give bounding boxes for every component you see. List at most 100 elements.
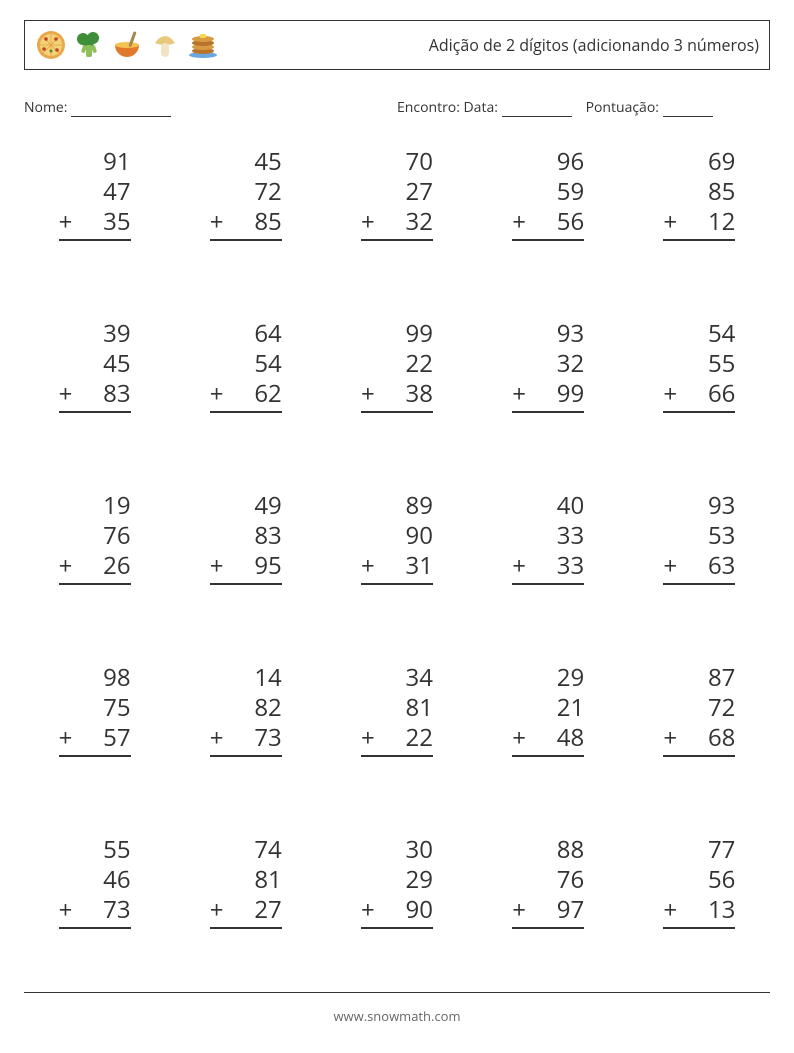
problem: 9353+63 <box>629 491 770 613</box>
problem: 5546+73 <box>24 835 165 957</box>
operator: + <box>512 551 532 581</box>
answer-blank[interactable] <box>663 239 735 269</box>
operator: + <box>663 207 683 237</box>
problem: 3481+22 <box>326 663 467 785</box>
score-field: Pontuação: <box>586 98 713 117</box>
addend-c: 26 <box>79 551 131 581</box>
score-label: Pontuação: <box>586 98 659 117</box>
answer-blank[interactable] <box>59 411 131 441</box>
addend-c: 90 <box>381 895 433 925</box>
addend-b: 55 <box>683 349 735 379</box>
operator: + <box>210 551 230 581</box>
answer-blank[interactable] <box>663 411 735 441</box>
problem: 3029+90 <box>326 835 467 957</box>
problem: 8990+31 <box>326 491 467 613</box>
operator: + <box>59 379 79 409</box>
answer-blank[interactable] <box>210 927 282 957</box>
answer-blank[interactable] <box>361 239 433 269</box>
problem: 7027+32 <box>326 147 467 269</box>
date-blank[interactable] <box>502 102 572 117</box>
problem: 5455+66 <box>629 319 770 441</box>
operator: + <box>59 207 79 237</box>
footer-line <box>24 992 770 993</box>
answer-blank[interactable] <box>59 755 131 785</box>
answer-blank[interactable] <box>210 239 282 269</box>
answer-blank[interactable] <box>361 583 433 613</box>
addend-c: 99 <box>532 379 584 409</box>
addend-a: 93 <box>683 491 735 521</box>
addend-c: 95 <box>230 551 282 581</box>
addend-b: 56 <box>683 865 735 895</box>
answer-blank[interactable] <box>663 755 735 785</box>
operator: + <box>210 379 230 409</box>
problem: 1482+73 <box>175 663 316 785</box>
addend-b: 81 <box>381 693 433 723</box>
answer-blank[interactable] <box>512 755 584 785</box>
answer-blank[interactable] <box>210 755 282 785</box>
addend-a: 91 <box>79 147 131 177</box>
addend-c: 83 <box>79 379 131 409</box>
answer-blank[interactable] <box>59 239 131 269</box>
problem: 9147+35 <box>24 147 165 269</box>
answer-blank[interactable] <box>663 927 735 957</box>
problem: 3945+83 <box>24 319 165 441</box>
pizza-icon <box>35 29 67 61</box>
addend-c: 35 <box>79 207 131 237</box>
score-blank[interactable] <box>663 102 713 117</box>
addend-b: 32 <box>532 349 584 379</box>
answer-blank[interactable] <box>59 583 131 613</box>
addend-a: 89 <box>381 491 433 521</box>
answer-blank[interactable] <box>512 411 584 441</box>
addend-a: 70 <box>381 147 433 177</box>
addend-c: 68 <box>683 723 735 753</box>
problem: 8876+97 <box>478 835 619 957</box>
answer-blank[interactable] <box>210 583 282 613</box>
addend-b: 21 <box>532 693 584 723</box>
answer-blank[interactable] <box>361 411 433 441</box>
answer-blank[interactable] <box>512 239 584 269</box>
worksheet-page: Adição de 2 dígitos (adicionando 3 númer… <box>0 0 794 1053</box>
addend-c: 13 <box>683 895 735 925</box>
addend-a: 19 <box>79 491 131 521</box>
worksheet-title: Adição de 2 dígitos (adicionando 3 númer… <box>429 34 759 56</box>
addend-c: 33 <box>532 551 584 581</box>
problem: 6454+62 <box>175 319 316 441</box>
answer-blank[interactable] <box>361 755 433 785</box>
addend-a: 29 <box>532 663 584 693</box>
operator: + <box>361 551 381 581</box>
addend-a: 49 <box>230 491 282 521</box>
addend-a: 30 <box>381 835 433 865</box>
addend-c: 57 <box>79 723 131 753</box>
addend-b: 82 <box>230 693 282 723</box>
answer-blank[interactable] <box>210 411 282 441</box>
addend-a: 40 <box>532 491 584 521</box>
problem: 9659+56 <box>478 147 619 269</box>
operator: + <box>512 207 532 237</box>
addend-a: 88 <box>532 835 584 865</box>
mushroom-icon <box>149 29 181 61</box>
operator: + <box>512 723 532 753</box>
addend-b: 29 <box>381 865 433 895</box>
addend-c: 73 <box>230 723 282 753</box>
answer-blank[interactable] <box>361 927 433 957</box>
answer-blank[interactable] <box>512 583 584 613</box>
addend-a: 45 <box>230 147 282 177</box>
info-row: Nome: Encontro: Data: Pontuação: <box>24 98 770 117</box>
pancakes-icon <box>187 29 219 61</box>
date-label: Encontro: Data: <box>397 98 498 117</box>
answer-blank[interactable] <box>512 927 584 957</box>
operator: + <box>361 207 381 237</box>
operator: + <box>663 723 683 753</box>
addend-a: 77 <box>683 835 735 865</box>
addend-c: 22 <box>381 723 433 753</box>
operator: + <box>663 551 683 581</box>
footer-text: www.snowmath.com <box>0 1007 794 1025</box>
problem: 1976+26 <box>24 491 165 613</box>
answer-blank[interactable] <box>59 927 131 957</box>
addend-a: 14 <box>230 663 282 693</box>
addend-b: 72 <box>230 177 282 207</box>
name-blank[interactable] <box>71 102 171 117</box>
broccoli-icon <box>73 29 105 61</box>
answer-blank[interactable] <box>663 583 735 613</box>
problem: 7756+13 <box>629 835 770 957</box>
